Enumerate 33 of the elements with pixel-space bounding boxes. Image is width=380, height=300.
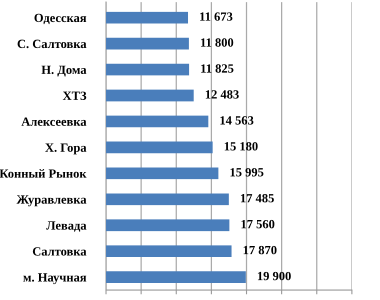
bar [106,168,218,180]
data-label: 15 180 [224,142,258,151]
y-tick-label: Н. Дома [42,66,86,77]
data-label: 11 800 [201,38,234,47]
y-tick-label: Левада [46,221,86,232]
bar [106,38,189,50]
bar [106,245,232,258]
data-label: 12 483 [206,90,239,99]
bar [106,64,190,76]
y-tick-label: м. Научная [23,273,86,284]
bar [106,90,194,102]
y-tick-label: Конный Рынок [0,169,87,178]
y-tick-label: Одесская [34,14,86,24]
bar [106,12,188,24]
data-label: 14 563 [220,116,254,125]
y-tick-label: С. Салтовка [18,40,86,48]
data-label: 15 995 [230,168,264,176]
y-tick-label: Алексеевка [21,118,86,126]
y-tick-label: Салтовка [32,247,86,256]
y-tick-label: Х. Гора [45,144,86,154]
bar [106,193,229,206]
y-tick-label: ХТЗ [62,92,86,100]
data-label: 19 900 [258,272,291,280]
y-tick-label: Журавлевка [16,195,86,206]
bar [106,142,213,154]
data-label: 17 485 [240,194,274,202]
data-label: 17 870 [244,246,277,254]
bar [106,271,246,283]
data-label: 17 560 [241,220,274,228]
bar [106,116,208,128]
data-label: 11 825 [201,64,234,73]
bar [106,219,230,232]
data-label: 11 673 [200,12,232,21]
